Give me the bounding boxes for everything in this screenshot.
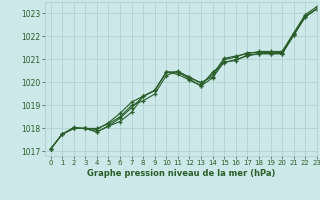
X-axis label: Graphe pression niveau de la mer (hPa): Graphe pression niveau de la mer (hPa)	[87, 169, 275, 178]
